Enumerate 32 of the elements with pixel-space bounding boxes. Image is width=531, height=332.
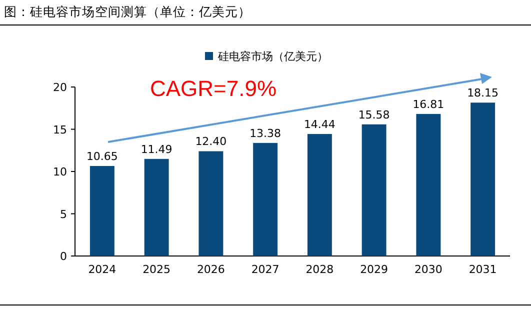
- x-tick-label: 2025: [142, 263, 171, 276]
- x-tick-label: 2028: [306, 263, 334, 276]
- legend-label: 硅电容市场（亿美元）: [217, 50, 328, 63]
- x-tick-label: 2031: [468, 263, 497, 276]
- x-tick-label: 2027: [251, 263, 280, 276]
- y-tick-label: 5: [60, 208, 67, 221]
- bar: [198, 151, 224, 256]
- y-tick-label: 20: [53, 81, 67, 94]
- chart-title: 图：硅电容市场空间测算（单位：亿美元）: [4, 4, 251, 19]
- bar: [144, 158, 169, 256]
- x-tick-label: 2029: [360, 263, 388, 276]
- text: 12.40: [195, 135, 227, 148]
- text: 10.65: [86, 150, 118, 164]
- x-tick-label: 2024: [88, 263, 116, 276]
- bar: [362, 124, 386, 256]
- text: 15.58: [358, 108, 390, 122]
- bar: [470, 102, 496, 256]
- x-tick-label: 2026: [196, 263, 225, 276]
- bar: [90, 166, 114, 256]
- x-tick-label: 2030: [414, 263, 442, 276]
- text: 14.44: [304, 118, 336, 131]
- text: 16.81: [412, 98, 444, 111]
- bar: [253, 142, 278, 256]
- text: 18.15: [467, 86, 499, 100]
- bar: [307, 134, 332, 256]
- text: 13.38: [250, 126, 282, 140]
- y-tick-label: 10: [53, 166, 67, 178]
- bar: [416, 114, 441, 256]
- annotation: CAGR=7.9%: [150, 76, 277, 101]
- text: 11.49: [140, 142, 172, 156]
- y-tick-label: 0: [60, 250, 67, 263]
- y-tick-label: 15: [53, 123, 67, 136]
